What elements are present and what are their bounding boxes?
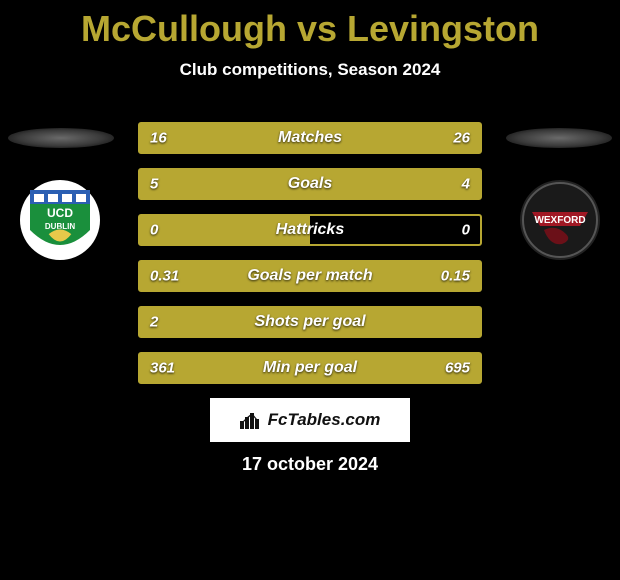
page-subtitle: Club competitions, Season 2024 [0,60,620,80]
stat-row: 0Hattricks0 [138,214,482,246]
stat-label: Goals [140,175,480,193]
brand-icon [240,411,262,429]
stat-row: 16Matches26 [138,122,482,154]
stat-label: Matches [140,129,480,147]
stat-label: Hattricks [140,221,480,239]
stat-value-right: 26 [453,130,470,147]
svg-text:UCD: UCD [47,206,73,220]
team-crest-right: WEXFORD [520,180,600,260]
team-crest-left: UCD DUBLIN [20,180,100,260]
stat-label: Goals per match [140,267,480,285]
stat-row: 0.31Goals per match0.15 [138,260,482,292]
stat-value-right: 0.15 [441,268,470,285]
stat-label: Shots per goal [140,313,480,331]
stat-value-right: 695 [445,360,470,377]
brand-label: FcTables.com [268,410,381,430]
stats-panel: 16Matches26 5Goals4 0Hattricks0 0.31Goals p… [138,122,482,398]
svg-text:WEXFORD: WEXFORD [534,215,585,226]
stat-row: 2Shots per goal [138,306,482,338]
shadow-left [8,128,114,148]
page-date: 17 october 2024 [0,454,620,475]
stat-row: 5Goals4 [138,168,482,200]
stat-label: Min per goal [140,359,480,377]
page-title: McCullough vs Levingston [0,0,620,50]
brand-badge: FcTables.com [210,398,410,442]
stat-row: 361Min per goal695 [138,352,482,384]
stat-value-right: 4 [462,176,470,193]
shadow-right [506,128,612,148]
stat-value-right: 0 [462,222,470,239]
